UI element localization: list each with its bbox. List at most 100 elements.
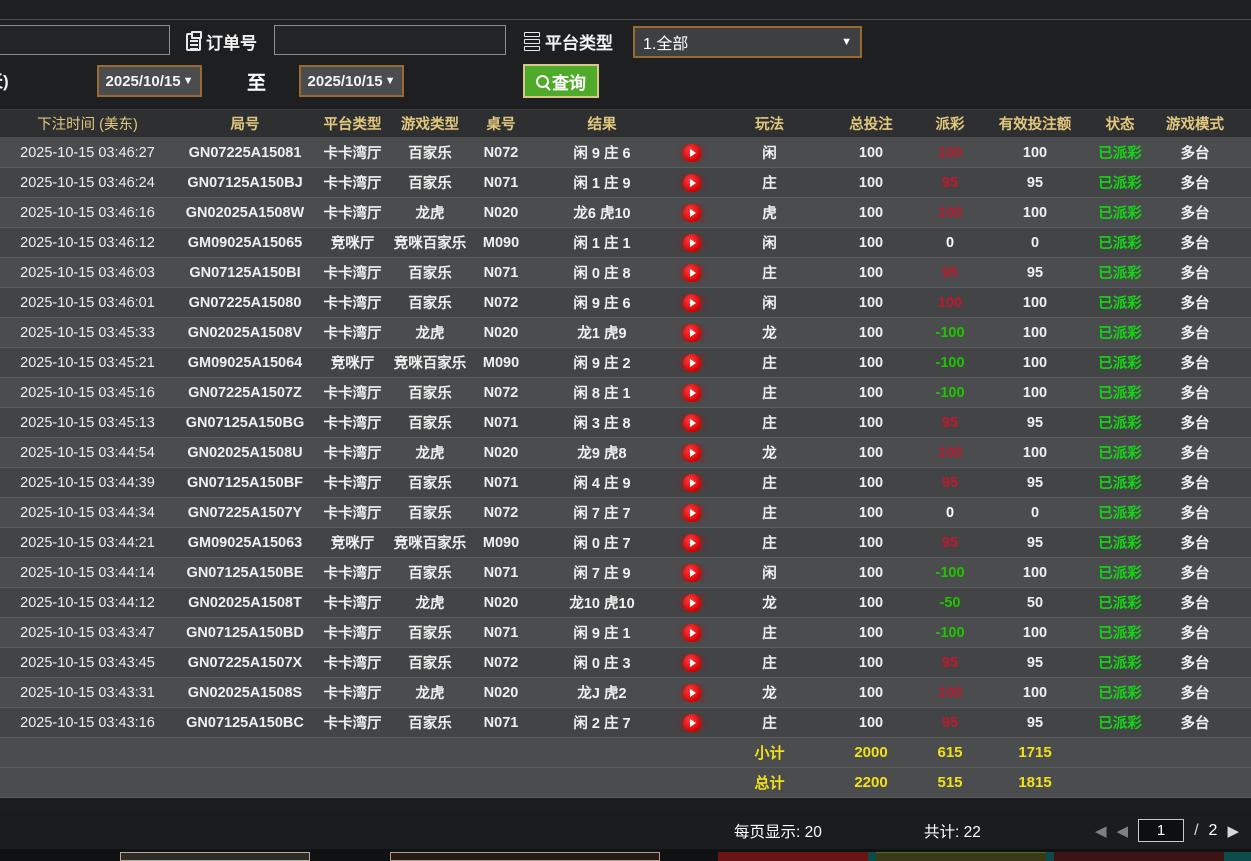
cell-game-type: 百家乐 — [408, 656, 452, 672]
next-page-button[interactable]: ▶ — [1227, 822, 1239, 840]
cell-platform: 卡卡湾厅 — [323, 596, 382, 612]
play-video-icon[interactable] — [683, 563, 701, 582]
table-row[interactable]: 2025-10-15 03:43:47 GN07125A150BD 卡卡湾厅 百家乐 N… — [0, 618, 1251, 648]
cell-status: 已派彩 — [1098, 446, 1142, 462]
play-video-icon[interactable] — [683, 533, 701, 552]
table-row[interactable]: 2025-10-15 03:45:21 GM09025A15064 竞咪厅 竞咪百家乐… — [0, 348, 1251, 378]
cell-game-type: 龙虎 — [415, 596, 445, 612]
play-video-icon[interactable] — [683, 683, 701, 702]
play-video-icon[interactable] — [683, 323, 701, 342]
table-row[interactable]: 2025-10-15 03:46:24 GN07125A150BJ 卡卡湾厅 百家乐 N… — [0, 168, 1251, 198]
cell-payout: 95 — [941, 474, 959, 491]
table-row[interactable]: 2025-10-15 03:46:03 GN07125A150BI 卡卡湾厅 百家乐 N… — [0, 258, 1251, 288]
date-to-picker[interactable]: 2025/10/15 ▼ — [299, 65, 404, 97]
cell-game-type: 竞咪百家乐 — [393, 536, 467, 552]
page-number-input[interactable]: 1 — [1138, 819, 1185, 842]
table-row[interactable]: 2025-10-15 03:45:33 GN02025A1508V 卡卡湾厅 龙虎 N0… — [0, 318, 1251, 348]
filter-toolbar: 订单号 平台类型 1.全部 ▼ 天) 2025/10/15 ▼ 至 2025/1… — [0, 0, 1251, 110]
table-row[interactable]: 2025-10-15 03:44:21 GM09025A15063 竞咪厅 竞咪百家乐… — [0, 528, 1251, 558]
play-video-icon[interactable] — [683, 143, 701, 162]
cell-bet-type: 庄 — [762, 716, 777, 732]
play-video-icon[interactable] — [683, 653, 701, 672]
table-row[interactable]: 2025-10-15 03:44:34 GN07225A1507Y 卡卡湾厅 百家乐 N… — [0, 498, 1251, 528]
cell-platform: 卡卡湾厅 — [323, 716, 382, 732]
order-number-label: 订单号 — [206, 34, 257, 53]
cell-valid-bet: 100 — [1022, 624, 1048, 641]
col-header-game-mode: 游戏模式 — [1166, 117, 1224, 133]
table-row[interactable]: 2025-10-15 03:44:14 GN07125A150BE 卡卡湾厅 百家乐 N… — [0, 558, 1251, 588]
play-video-icon[interactable] — [683, 233, 701, 252]
cell-valid-bet: 100 — [1022, 384, 1048, 401]
cell-bet-type: 庄 — [762, 476, 777, 492]
cell-valid-bet: 100 — [1022, 324, 1048, 341]
cell-result: 龙6 虎10 — [573, 206, 631, 222]
cell-game-mode: 多台 — [1180, 236, 1210, 252]
play-video-icon[interactable] — [683, 593, 701, 612]
cell-game-mode: 多台 — [1180, 266, 1210, 282]
cell-platform: 卡卡湾厅 — [323, 266, 382, 282]
cell-total-bet: 100 — [858, 384, 884, 401]
table-footer: 每页显示: 20 共计: 22 ◀ ◀ 1 / 2 ▶ — [0, 812, 1251, 849]
cell-payout: 100 — [937, 684, 963, 701]
date-from-picker[interactable]: 2025/10/15 ▼ — [97, 65, 202, 97]
cell-total-bet: 100 — [858, 714, 884, 731]
play-video-icon[interactable] — [683, 293, 701, 312]
table-row[interactable]: 2025-10-15 03:43:31 GN02025A1508S 卡卡湾厅 龙虎 N0… — [0, 678, 1251, 708]
play-video-icon[interactable] — [683, 503, 701, 522]
cell-round: GN07125A150BJ — [187, 174, 303, 191]
cell-game-mode: 多台 — [1180, 506, 1210, 522]
cell-total-bet: 100 — [858, 144, 884, 161]
table-row[interactable]: 2025-10-15 03:43:16 GN07125A150BC 卡卡湾厅 百家乐 N… — [0, 708, 1251, 738]
left-text-input[interactable] — [0, 25, 170, 55]
play-video-icon[interactable] — [683, 263, 701, 282]
chevron-down-icon: ▼ — [384, 75, 396, 87]
play-video-icon[interactable] — [683, 383, 701, 402]
cell-total-bet: 100 — [858, 564, 884, 581]
col-header-payout: 派彩 — [935, 117, 965, 133]
cell-total-bet: 100 — [858, 324, 884, 341]
play-video-icon[interactable] — [683, 173, 701, 192]
table-row[interactable]: 2025-10-15 03:46:01 GN07225A15080 卡卡湾厅 百家乐 N… — [0, 288, 1251, 318]
cell-valid-bet: 100 — [1022, 204, 1048, 221]
play-video-icon[interactable] — [683, 623, 701, 642]
cell-bet-type: 庄 — [762, 266, 777, 282]
cell-game-mode: 多台 — [1180, 326, 1210, 342]
play-video-icon[interactable] — [683, 413, 701, 432]
cell-result: 闲 9 庄 6 — [573, 296, 631, 312]
order-number-input[interactable] — [274, 25, 506, 55]
play-video-icon[interactable] — [683, 353, 701, 372]
play-video-icon[interactable] — [683, 713, 701, 732]
first-page-button[interactable]: ◀ — [1095, 822, 1107, 840]
cell-platform: 卡卡湾厅 — [323, 206, 382, 222]
platform-type-select[interactable]: 1.全部 ▼ — [633, 26, 862, 58]
table-row[interactable]: 2025-10-15 03:45:16 GN07225A1507Z 卡卡湾厅 百家乐 N… — [0, 378, 1251, 408]
table-row[interactable]: 2025-10-15 03:43:45 GN07225A1507X 卡卡湾厅 百家乐 N… — [0, 648, 1251, 678]
cell-payout: 95 — [941, 534, 959, 551]
cell-total-bet: 100 — [858, 264, 884, 281]
table-row[interactable]: 2025-10-15 03:46:16 GN02025A1508W 卡卡湾厅 龙虎 N0… — [0, 198, 1251, 228]
prev-page-button[interactable]: ◀ — [1116, 822, 1129, 840]
cell-time: 2025-10-15 03:43:47 — [20, 624, 155, 641]
play-video-icon[interactable] — [683, 443, 701, 462]
col-header-game-type: 游戏类型 — [401, 117, 459, 133]
search-button[interactable]: 查询 — [523, 64, 599, 98]
summary-row: 总计 2200 515 1815 — [0, 768, 1251, 798]
play-video-icon[interactable] — [683, 203, 701, 222]
table-row[interactable]: 2025-10-15 03:46:12 GM09025A15065 竞咪厅 竞咪百家乐… — [0, 228, 1251, 258]
table-row[interactable]: 2025-10-15 03:44:39 GN07125A150BF 卡卡湾厅 百家乐 N… — [0, 468, 1251, 498]
play-video-icon[interactable] — [683, 473, 701, 492]
cell-table-no: N020 — [483, 684, 519, 701]
cell-round: GN07225A15080 — [188, 294, 302, 311]
cell-status: 已派彩 — [1098, 686, 1142, 702]
cell-game-type: 竞咪百家乐 — [393, 356, 467, 372]
cell-total-bet: 100 — [858, 474, 884, 491]
cell-game-type: 竞咪百家乐 — [393, 236, 467, 252]
chevron-down-icon: ▼ — [841, 36, 852, 48]
table-row[interactable]: 2025-10-15 03:44:54 GN02025A1508U 卡卡湾厅 龙虎 N0… — [0, 438, 1251, 468]
cell-table-no: N071 — [483, 564, 519, 581]
table-row[interactable]: 2025-10-15 03:46:27 GN07225A15081 卡卡湾厅 百家乐 N… — [0, 138, 1251, 168]
cell-time: 2025-10-15 03:45:33 — [20, 324, 155, 341]
table-row[interactable]: 2025-10-15 03:44:12 GN02025A1508T 卡卡湾厅 龙虎 N0… — [0, 588, 1251, 618]
cell-bet-type: 庄 — [762, 536, 777, 552]
table-row[interactable]: 2025-10-15 03:45:13 GN07125A150BG 卡卡湾厅 百家乐 N… — [0, 408, 1251, 438]
